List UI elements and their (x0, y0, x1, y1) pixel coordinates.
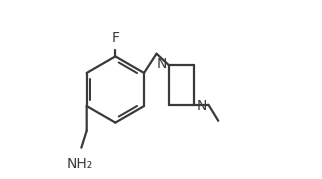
Text: F: F (111, 31, 119, 45)
Text: N: N (196, 99, 207, 113)
Text: N: N (156, 57, 167, 71)
Text: NH₂: NH₂ (66, 157, 93, 171)
